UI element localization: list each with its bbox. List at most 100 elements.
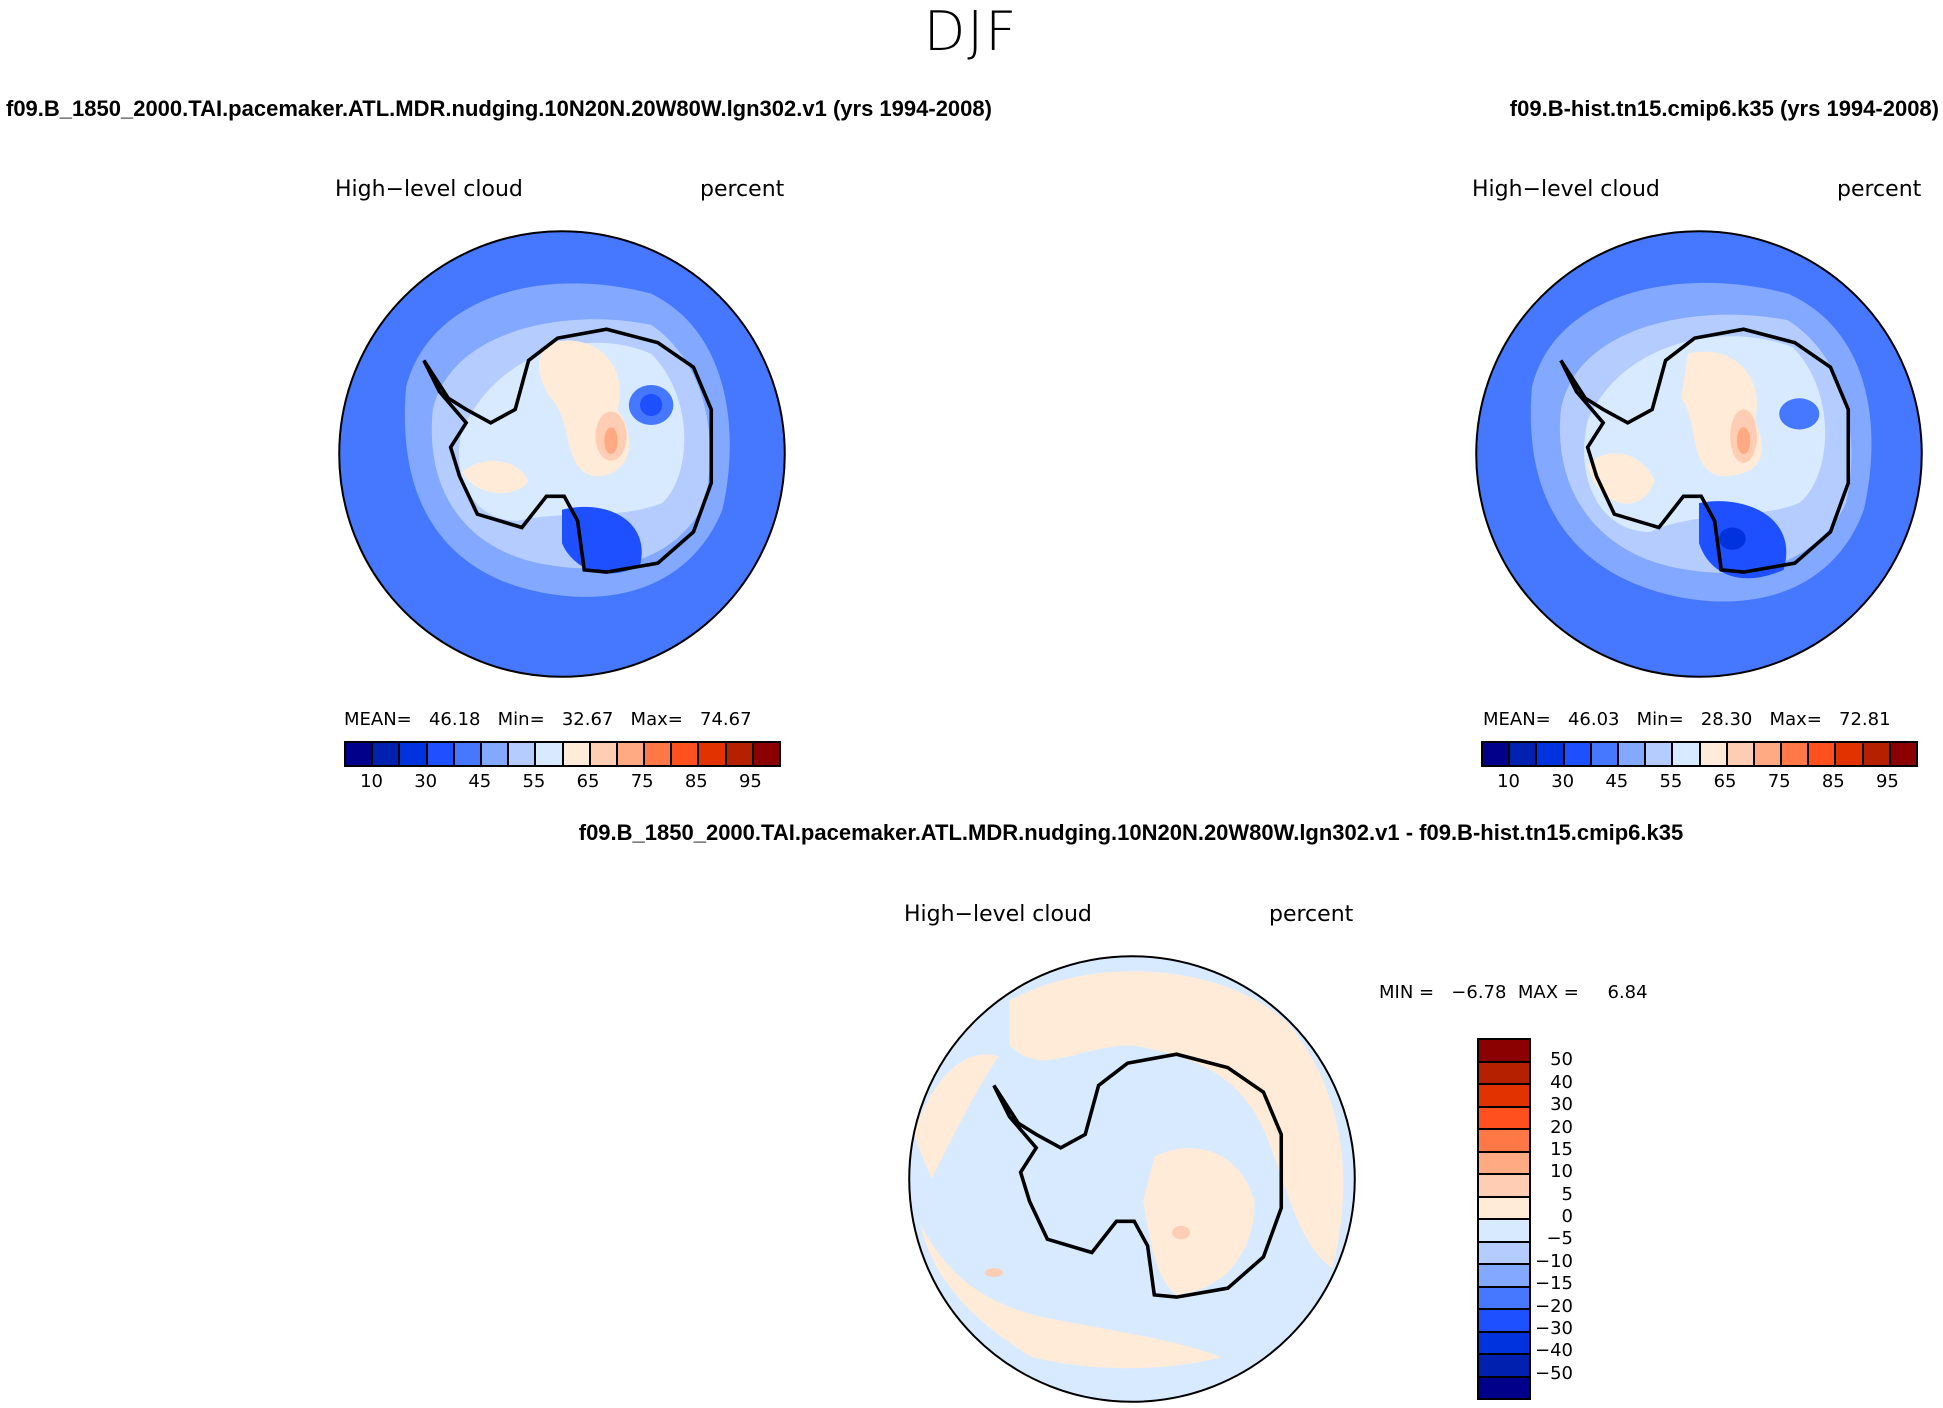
colorbar-swatch	[1863, 743, 1891, 765]
panel3-map-border	[908, 955, 1356, 1403]
panel2-units: percent	[1837, 177, 1922, 202]
panel2-low-spot	[1779, 398, 1820, 430]
colorbar-swatch	[1483, 743, 1511, 765]
panel2-contour-80	[1736, 427, 1751, 454]
colorbar-swatch	[1727, 743, 1755, 765]
panel2-colorbar	[1481, 741, 1918, 767]
colorbar-swatch	[1646, 743, 1674, 765]
panel1-map	[338, 230, 786, 678]
colorbar-tick-label: 55	[522, 771, 546, 792]
panel2-map-border	[1475, 230, 1923, 678]
colorbar-swatch	[1479, 1310, 1529, 1333]
colorbar-tick-label: 10	[1497, 771, 1520, 792]
colorbar-swatch	[454, 743, 482, 765]
colorbar-swatch	[1700, 743, 1728, 765]
colorbar-swatch	[1479, 1197, 1529, 1220]
panel3-title: f09.B_1850_2000.TAI.pacemaker.ATL.MDR.nu…	[578, 820, 1684, 845]
colorbar-swatch	[1479, 1332, 1529, 1355]
colorbar-tick-label: 10	[1550, 1161, 1573, 1183]
colorbar-tick-label: 30	[1550, 1094, 1573, 1116]
colorbar-swatch	[1479, 1040, 1529, 1063]
panel3-positive-southwest	[920, 1223, 1222, 1369]
panel1-map-border	[338, 230, 786, 678]
max-label: Max=	[630, 709, 683, 730]
panel1-contour-80	[604, 427, 618, 454]
min-value: 28.30	[1700, 709, 1753, 730]
colorbar-swatch	[1809, 743, 1837, 765]
panel3-stats: MIN = −6.78 MAX = 6.84	[1379, 982, 1648, 1003]
colorbar-swatch	[1537, 743, 1565, 765]
panel1-units: percent	[700, 177, 785, 202]
panel3-positive-spot2	[984, 1268, 1003, 1278]
mean-label: MEAN=	[344, 709, 412, 730]
colorbar-tick-label: −30	[1535, 1317, 1573, 1339]
colorbar-swatch	[1591, 743, 1619, 765]
colorbar-tick-label: 30	[414, 771, 438, 792]
colorbar-swatch	[427, 743, 455, 765]
colorbar-swatch	[1479, 1265, 1529, 1288]
colorbar-swatch	[1479, 1085, 1529, 1108]
panel3-map	[908, 955, 1356, 1403]
colorbar-tick-label: 20	[1550, 1116, 1573, 1138]
colorbar-swatch	[1673, 743, 1701, 765]
colorbar-tick-label: 0	[1561, 1206, 1573, 1227]
colorbar-swatch	[1754, 743, 1783, 765]
panel3-colorbar	[1477, 1038, 1531, 1400]
panel1-stats: MEAN= 46.18 Min= 32.67 Max= 74.67	[344, 709, 752, 730]
colorbar-swatch	[1479, 1220, 1529, 1243]
colorbar-swatch	[1479, 1107, 1529, 1130]
colorbar-tick-label: 30	[1551, 771, 1575, 792]
colorbar-swatch	[536, 743, 564, 765]
colorbar-swatch	[1479, 1242, 1529, 1265]
colorbar-swatch	[1510, 743, 1538, 765]
colorbar-tick-label: 95	[1875, 771, 1899, 792]
colorbar-swatch	[1890, 743, 1916, 765]
colorbar-tick-label: −5	[1546, 1228, 1573, 1250]
max-label: Max=	[1769, 709, 1822, 730]
colorbar-tick-label: −40	[1535, 1340, 1573, 1362]
colorbar-swatch	[1564, 743, 1592, 765]
colorbar-tick-label: 40	[1550, 1071, 1573, 1093]
colorbar-tick-label: 55	[1659, 771, 1683, 792]
max-label: MAX =	[1517, 982, 1579, 1003]
colorbar-swatch	[346, 743, 374, 765]
colorbar-swatch	[563, 743, 591, 765]
panel3-antarctica-coastline	[992, 1052, 1284, 1299]
colorbar-swatch	[753, 743, 779, 765]
panel2-title: f09.B-hist.tn15.cmip6.k35 (yrs 1994-2008…	[1509, 96, 1939, 121]
colorbar-swatch	[699, 743, 727, 765]
colorbar-tick-label: −15	[1535, 1273, 1573, 1295]
panel3-positive-spot	[1172, 1225, 1190, 1240]
colorbar-swatch	[1479, 1152, 1529, 1175]
colorbar-swatch	[645, 743, 673, 765]
colorbar-swatch	[1479, 1062, 1529, 1085]
colorbar-swatch	[617, 743, 646, 765]
colorbar-swatch	[1479, 1130, 1529, 1153]
max-value: 72.81	[1839, 709, 1891, 730]
mean-label: MEAN=	[1483, 709, 1551, 730]
colorbar-swatch	[672, 743, 700, 765]
colorbar-tick-label: 75	[1767, 771, 1791, 792]
colorbar-swatch	[1618, 743, 1647, 765]
panel2-variable: High−level cloud	[1472, 177, 1660, 202]
panel2-ross-core	[1719, 527, 1746, 550]
min-label: MIN =	[1379, 982, 1435, 1003]
colorbar-tick-label: −20	[1535, 1295, 1573, 1317]
mean-value: 46.03	[1567, 709, 1620, 730]
colorbar-tick-label: 95	[738, 771, 762, 792]
colorbar-swatch	[481, 743, 510, 765]
panel3-positive-north	[1009, 971, 1344, 1269]
panel2-antarctica-coastline	[1559, 327, 1851, 574]
colorbar-tick-label: −10	[1535, 1250, 1573, 1272]
colorbar-tick-label: 45	[1605, 771, 1629, 792]
panel1-antarctica-coastline	[422, 327, 714, 574]
panel2-stats: MEAN= 46.03 Min= 28.30 Max= 72.81	[1483, 709, 1891, 730]
panel3-positive-west	[913, 1054, 999, 1179]
colorbar-tick-label: 85	[684, 771, 708, 792]
panel3-variable: High−level cloud	[904, 902, 1092, 927]
min-label: Min=	[497, 709, 545, 730]
mean-value: 46.18	[428, 709, 481, 730]
colorbar-swatch	[1479, 1377, 1529, 1398]
colorbar-tick-label: 50	[1550, 1049, 1573, 1071]
